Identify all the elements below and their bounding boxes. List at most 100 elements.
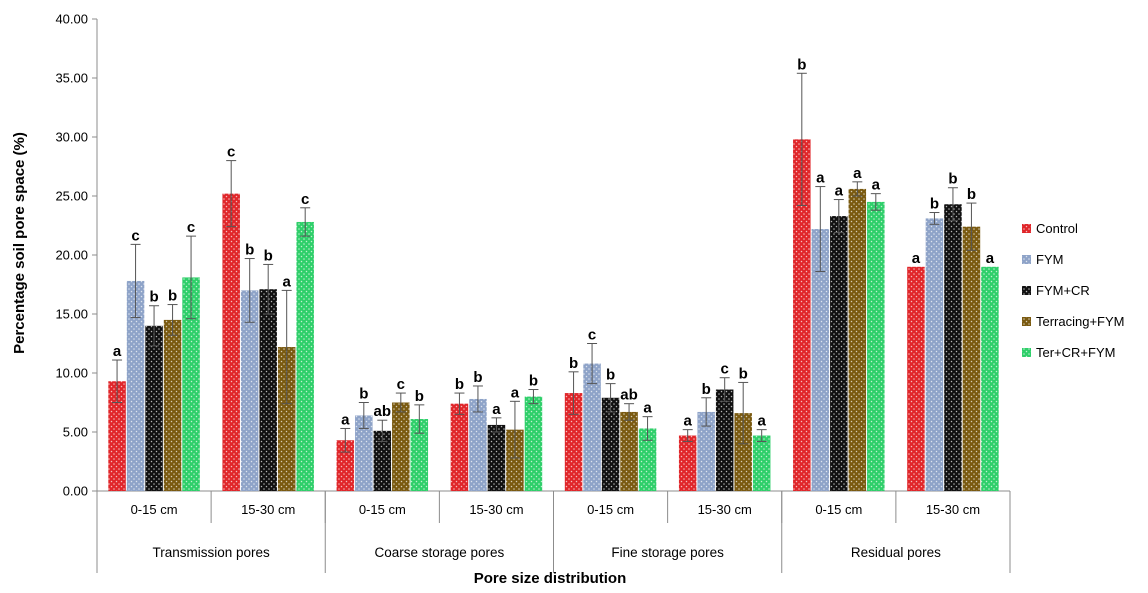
bar — [336, 440, 355, 491]
bar — [392, 402, 410, 491]
significance-label: a — [643, 400, 652, 417]
significance-label: a — [492, 401, 501, 418]
bar — [240, 290, 259, 491]
category-label: 0-15 cm — [587, 502, 634, 517]
significance-label: b — [967, 186, 976, 203]
significance-label: a — [835, 183, 844, 200]
category-label: 15-30 cm — [698, 502, 752, 517]
legend-label: Terracing+FYM — [1036, 314, 1125, 329]
significance-label: c — [131, 227, 139, 244]
bar — [373, 430, 392, 491]
significance-label: a — [283, 273, 292, 290]
axes: 0.00 5.00 10.00 15.00 20.00 25.00 30.00 35.00 40… — [55, 12, 1011, 573]
x-axis-title: Pore size distribution — [474, 570, 627, 587]
bar — [564, 393, 583, 491]
bar — [450, 403, 469, 491]
group-label: Residual pores — [851, 545, 941, 560]
significance-label: b — [415, 388, 424, 405]
significance-label: b — [149, 289, 158, 306]
bar — [524, 396, 543, 491]
legend-label: Ter+CR+FYM — [1036, 345, 1115, 360]
significance-label: b — [455, 376, 464, 393]
bar — [487, 424, 506, 491]
significance-label: b — [606, 367, 615, 384]
significance-label: c — [588, 327, 596, 344]
bar — [277, 347, 296, 491]
bar — [620, 411, 638, 491]
category-label: 15-30 cm — [469, 502, 523, 517]
significance-label: b — [359, 386, 368, 403]
bar — [601, 397, 620, 491]
bar — [678, 435, 697, 491]
legend-label: Control — [1036, 221, 1078, 236]
bar — [222, 193, 240, 491]
legend[interactable]: Control FYM FYM+CR Terracing+FYM Ter+CR+FYM — [1022, 221, 1125, 360]
bar — [962, 226, 981, 491]
significance-label: b — [264, 247, 273, 264]
category-label: 15-30 cm — [926, 502, 980, 517]
legend-swatch — [1022, 286, 1031, 295]
bar — [410, 419, 429, 491]
significance-label: c — [397, 376, 405, 393]
bar — [734, 413, 752, 491]
bar — [848, 188, 867, 492]
significance-label: a — [853, 165, 862, 182]
bar — [259, 289, 277, 491]
significance-label: c — [187, 219, 195, 236]
y-tick-label: 35.00 — [55, 71, 88, 86]
significance-label: b — [948, 171, 957, 188]
legend-swatch — [1022, 317, 1031, 326]
bar — [925, 218, 944, 492]
category-label: 15-30 cm — [241, 502, 295, 517]
significance-label: b — [245, 242, 254, 259]
bar — [867, 201, 885, 491]
bar — [944, 204, 962, 491]
group-label: Transmission pores — [152, 545, 270, 560]
significance-label: a — [758, 413, 767, 430]
y-tick-label: 5.00 — [63, 425, 88, 440]
y-axis-title: Percentage soil pore space (%) — [11, 132, 28, 354]
bar — [752, 435, 771, 491]
bar — [145, 325, 163, 491]
bar — [108, 381, 126, 491]
significance-label: b — [473, 369, 482, 386]
significance-label: a — [113, 343, 122, 360]
significance-label: b — [797, 56, 806, 73]
group-label: Fine storage pores — [611, 545, 724, 560]
bar — [506, 429, 524, 491]
labels: 0-15 cm 15-30 cm 0-15 cm 15-30 cm 0-15 cm 15-… — [113, 56, 995, 560]
significance-label: b — [569, 355, 578, 372]
significance-label: a — [511, 384, 520, 401]
group-label: Coarse storage pores — [374, 545, 504, 560]
y-tick-label: 25.00 — [55, 189, 88, 204]
legend-swatch — [1022, 224, 1031, 233]
category-label: 0-15 cm — [815, 502, 862, 517]
bar — [793, 139, 811, 492]
y-tick-label: 30.00 — [55, 130, 88, 145]
significance-label: a — [341, 411, 350, 428]
significance-label: ab — [620, 387, 638, 404]
significance-label: a — [872, 177, 881, 194]
category-label: 0-15 cm — [131, 502, 178, 517]
significance-label: c — [721, 361, 729, 378]
y-tick-label: 0.00 — [63, 484, 88, 499]
legend-swatch — [1022, 348, 1031, 357]
bar — [697, 411, 715, 491]
y-tick-label: 15.00 — [55, 307, 88, 322]
y-tick-label: 20.00 — [55, 248, 88, 263]
bar — [163, 319, 182, 491]
significance-label: ab — [374, 403, 392, 420]
bar — [830, 216, 848, 491]
legend-swatch — [1022, 255, 1031, 264]
bar — [981, 266, 999, 491]
bar — [583, 363, 601, 491]
bar — [126, 280, 145, 491]
significance-label: a — [912, 250, 921, 267]
bar — [907, 266, 925, 491]
bar — [355, 415, 373, 491]
significance-label: b — [702, 381, 711, 398]
significance-label: b — [529, 373, 538, 390]
significance-label: a — [684, 413, 693, 430]
